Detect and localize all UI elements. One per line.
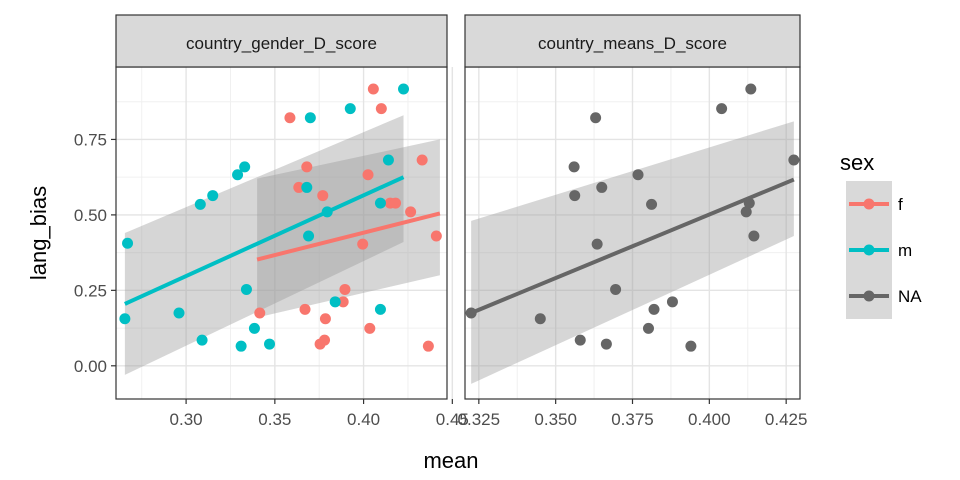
x-tick-label: 0.40 xyxy=(347,410,380,429)
fit-line-f xyxy=(256,211,441,262)
data-point-na xyxy=(745,83,757,95)
data-point-na xyxy=(666,296,678,308)
data-point-f xyxy=(430,230,442,242)
data-point-m xyxy=(382,154,394,166)
x-tick-label: 0.325 xyxy=(458,410,501,429)
y-tick-label: 0.50 xyxy=(74,206,107,225)
legend: sex f m NA xyxy=(840,150,922,319)
data-point-f xyxy=(254,307,266,319)
data-point-na xyxy=(534,313,546,325)
y-tick-label: 0.75 xyxy=(74,130,107,149)
panel-country-means: country_means_D_score 0.325 0.350 0.375 0.40… xyxy=(458,14,808,429)
legend-title: sex xyxy=(840,150,874,175)
data-point-na xyxy=(610,283,622,295)
x-tick-label: 0.375 xyxy=(611,410,654,429)
data-point-f xyxy=(405,206,417,218)
data-point-na xyxy=(740,206,752,218)
data-point-na xyxy=(596,181,608,193)
data-point-f xyxy=(422,340,434,352)
strip-title: country_gender_D_score xyxy=(186,34,377,53)
data-point-f xyxy=(390,197,402,209)
data-point-m xyxy=(194,198,206,210)
data-point-f xyxy=(319,334,331,346)
data-point-na xyxy=(632,169,644,181)
data-point-f xyxy=(362,169,374,181)
data-point-m xyxy=(264,338,276,350)
strip-background xyxy=(464,14,801,68)
legend-key-point xyxy=(863,290,875,302)
strip-background xyxy=(115,14,448,68)
data-point-m xyxy=(344,103,356,115)
data-point-na xyxy=(590,112,602,124)
y-tick-label: 0.00 xyxy=(74,357,107,376)
y-axis-title: lang_bias xyxy=(26,186,51,280)
data-point-na xyxy=(716,103,728,115)
data-point-na xyxy=(685,340,697,352)
data-point-na xyxy=(574,334,586,346)
data-point-f xyxy=(284,112,296,124)
data-point-f xyxy=(364,322,376,334)
data-point-m xyxy=(329,296,341,308)
data-point-na xyxy=(568,161,580,173)
data-point-na xyxy=(642,322,654,334)
legend-label-na: NA xyxy=(898,287,922,306)
data-point-na xyxy=(788,154,800,166)
data-point-m xyxy=(119,313,131,325)
x-tick-label: 0.45 xyxy=(436,410,469,429)
data-point-m xyxy=(248,322,260,334)
legend-key-point xyxy=(863,244,875,256)
data-point-m xyxy=(398,83,410,95)
x-axis-title: mean xyxy=(423,448,478,473)
data-point-m xyxy=(301,181,313,193)
data-point-m xyxy=(303,230,315,242)
data-point-na xyxy=(748,230,760,242)
confidence-band-m xyxy=(124,115,404,375)
data-point-f xyxy=(319,313,331,325)
data-point-m xyxy=(173,307,185,319)
data-point-f xyxy=(416,154,428,166)
data-point-na xyxy=(648,303,660,315)
y-axis: 0.00 0.25 0.50 0.75 xyxy=(74,130,116,376)
data-point-f xyxy=(293,181,305,193)
data-point-f xyxy=(339,283,351,295)
data-point-f xyxy=(301,161,313,173)
x-tick-label: 0.400 xyxy=(688,410,731,429)
data-point-m xyxy=(122,237,134,249)
strip-title: country_means_D_score xyxy=(538,34,727,53)
x-tick-label: 0.350 xyxy=(534,410,577,429)
data-point-na xyxy=(569,190,581,202)
data-point-na xyxy=(646,198,658,210)
x-tick-label: 0.30 xyxy=(170,410,203,429)
legend-keys xyxy=(849,198,889,302)
data-point-m xyxy=(374,303,386,315)
legend-label-m: m xyxy=(898,241,912,260)
data-point-na xyxy=(600,338,612,350)
x-tick-label: 0.425 xyxy=(765,410,808,429)
y-tick-label: 0.25 xyxy=(74,281,107,300)
data-point-f xyxy=(337,296,349,308)
panel-country-gender: country_gender_D_score 0.30 0.35 0.40 0.45 xyxy=(115,14,469,429)
fit-line-m xyxy=(124,175,405,306)
data-point-f xyxy=(367,83,379,95)
data-point-f xyxy=(375,103,387,115)
data-point-m xyxy=(374,197,386,209)
data-point-m xyxy=(239,161,251,173)
data-point-f xyxy=(299,303,311,315)
data-point-f xyxy=(317,190,329,202)
legend-label-f: f xyxy=(898,195,903,214)
data-point-m xyxy=(240,283,252,295)
x-tick-label: 0.35 xyxy=(258,410,291,429)
data-point-na xyxy=(591,238,603,250)
data-point-m xyxy=(235,340,247,352)
legend-key-point xyxy=(863,198,875,210)
data-point-m xyxy=(207,190,219,202)
data-point-m xyxy=(304,112,316,124)
data-point-f xyxy=(357,238,369,250)
data-point-m xyxy=(196,334,208,346)
confidence-band-na xyxy=(471,121,794,384)
data-point-m xyxy=(232,169,244,181)
fit-line-na xyxy=(470,177,795,315)
